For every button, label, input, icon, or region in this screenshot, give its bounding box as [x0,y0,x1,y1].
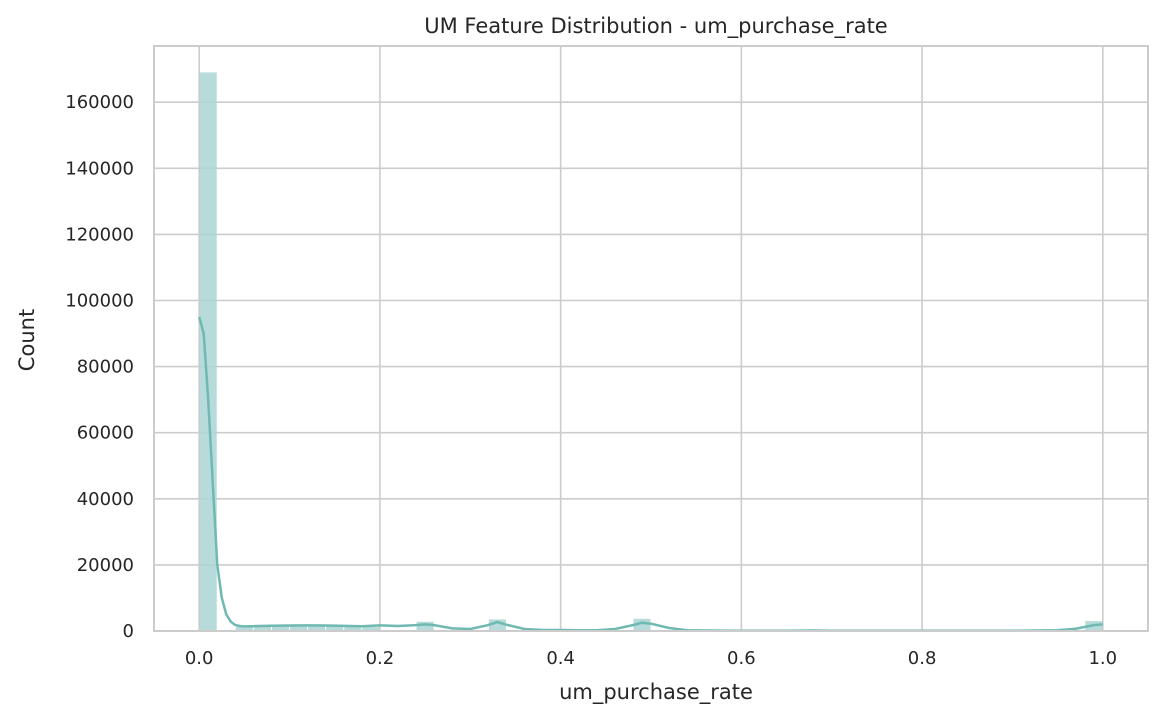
grid-lines [154,46,1148,632]
y-tick-label-7: 140000 [65,158,134,179]
y-tick-label-4: 80000 [77,357,134,378]
histogram-bar-4 [290,626,308,631]
chart-title: UM Feature Distribution - um_purchase_ra… [424,14,887,39]
histogram-bar-0 [199,72,217,632]
x-tick-label-2: 0.4 [546,648,575,669]
kde-curve [197,316,1103,633]
x-axis-ticks: 0.0 0.2 0.4 0.6 0.8 1.0 [185,648,1117,669]
x-tick-label-5: 1.0 [1088,648,1117,669]
histogram-bar-2 [253,626,271,631]
y-tick-label-5: 100000 [65,290,134,311]
x-tick-label-4: 0.8 [908,648,937,669]
histogram-bar-7 [344,626,362,631]
histogram-bar-3 [271,626,290,631]
y-tick-label-3: 60000 [77,423,134,444]
x-tick-label-0: 0.0 [185,648,214,669]
y-axis-ticks: 0 20000 40000 60000 80000 100000 120000 140000 1… [65,92,134,642]
y-tick-label-1: 20000 [77,555,134,576]
y-tick-label-6: 120000 [65,224,134,245]
histogram-bars [199,72,1103,632]
histogram-bar-8 [362,627,380,631]
histogram-bar-10 [488,619,506,631]
histogram-bar-1 [235,627,253,631]
x-tick-label-1: 0.2 [366,648,395,669]
y-axis-label: Count [15,309,39,371]
histogram-bar-5 [308,626,326,631]
x-axis-label: um_purchase_rate [559,680,753,705]
histogram-bar-9 [416,621,434,631]
y-tick-label-0: 0 [123,621,134,642]
plot-frame [153,45,1149,632]
histogram-bar-6 [326,626,344,631]
y-tick-label-2: 40000 [77,489,134,510]
histogram-bar-11 [633,618,651,631]
y-tick-label-8: 160000 [65,92,134,113]
kde-curve-layer [197,316,1103,633]
x-tick-label-3: 0.6 [727,648,756,669]
